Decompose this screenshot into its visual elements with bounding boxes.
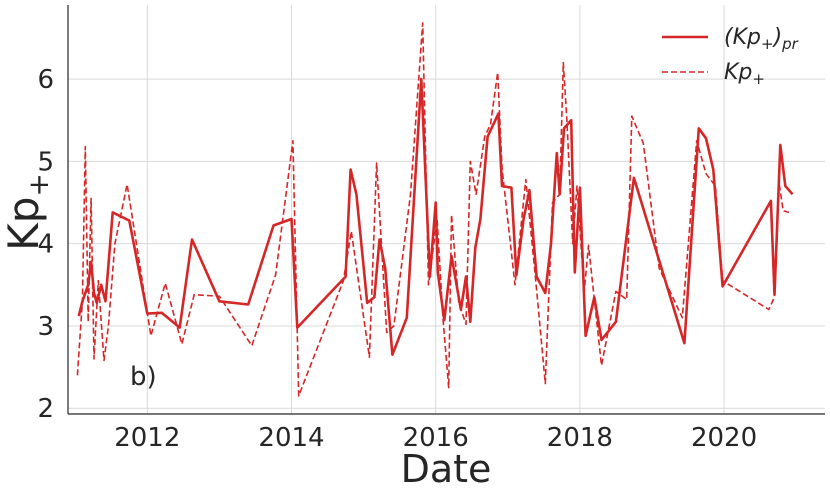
legend: (Kp+)pr Kp+: [662, 25, 799, 88]
x-tick-label: 2014: [258, 423, 324, 453]
legend-label-observed: Kp+: [724, 60, 765, 88]
y-axis-label-sub: +: [22, 173, 55, 196]
x-tick-label: 2020: [691, 423, 757, 453]
y-axis-label-base: Kp: [0, 197, 48, 251]
y-tick-label: 2: [37, 394, 54, 424]
x-axis-label: Date: [401, 447, 492, 491]
x-tick-label: 2012: [114, 423, 180, 453]
y-tick-label: 5: [37, 147, 54, 177]
legend-label-predicted: (Kp+)pr: [724, 25, 799, 53]
tick-labels: 2012 2014 2016 2018 2020 2 3 4 5 6: [37, 65, 757, 453]
series-line-predicted: [77, 77, 794, 357]
panel-annotation: b): [130, 362, 157, 392]
x-tick-label: 2016: [403, 423, 469, 453]
y-tick-label: 3: [37, 312, 54, 342]
axes: [67, 5, 825, 415]
grid-lines: [68, 5, 825, 414]
x-tick-label: 2018: [547, 423, 613, 453]
y-tick-label: 6: [37, 65, 54, 95]
series-lines: [76, 22, 794, 397]
y-tick-label: 4: [37, 230, 54, 260]
y-axis-label: Kp+: [0, 173, 55, 251]
